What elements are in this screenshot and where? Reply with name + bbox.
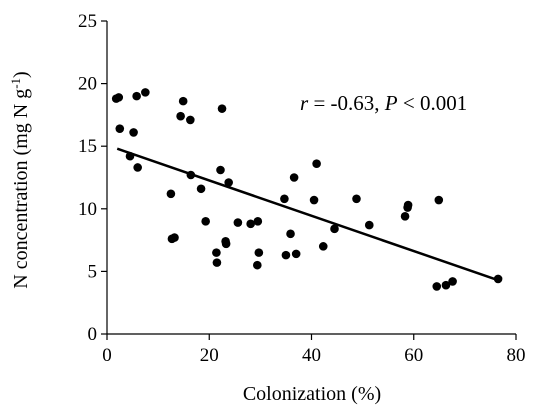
data-point: [233, 218, 243, 227]
data-point: [352, 194, 361, 204]
y-tick-label: 10: [78, 199, 97, 220]
x-axis-label: Colonization (%): [243, 383, 381, 405]
tick-labels: 0 5 10 15 20 25 0 20 40 60 80: [78, 11, 526, 366]
data-point: [291, 249, 301, 259]
data-point: [186, 170, 196, 180]
data-point: [217, 104, 227, 113]
x-tick-label: 0: [102, 345, 112, 366]
data-point: [186, 115, 195, 125]
data-point: [309, 195, 319, 205]
data-point: [212, 258, 222, 267]
data-point: [224, 178, 233, 187]
data-point: [166, 189, 176, 199]
x-tick-label: 20: [200, 345, 219, 366]
data-point: [246, 219, 255, 229]
data-point: [286, 229, 295, 239]
data-point: [133, 163, 142, 172]
data-point: [201, 217, 210, 226]
data-point: [253, 217, 263, 226]
data-point: [403, 200, 413, 210]
trend-line: [116, 147, 499, 282]
y-tick-label: 15: [78, 136, 97, 157]
data-point: [170, 233, 179, 242]
data-point: [364, 220, 374, 230]
correlation-annotation: r = -0.63, P < 0.001: [300, 91, 467, 115]
y-axis-label-superscript: -1: [8, 78, 23, 89]
data-point: [178, 96, 188, 106]
data-point: [318, 242, 328, 251]
data-point: [400, 212, 410, 221]
data-point: [115, 124, 125, 133]
y-axis-label: N concentration (mg N g-1): [8, 71, 33, 288]
data-point: [312, 159, 321, 169]
x-tick-label: 60: [404, 345, 423, 366]
r-symbol: r: [300, 91, 309, 115]
data-point: [221, 239, 231, 249]
p-symbol: P: [384, 91, 398, 115]
data-point: [441, 280, 451, 290]
data-point: [493, 274, 503, 284]
data-point: [448, 277, 457, 286]
data-point: [196, 184, 206, 194]
y-axis-label-close: ): [10, 71, 32, 78]
data-point: [289, 173, 299, 182]
data-point: [125, 151, 135, 161]
r-value-text: = -0.63,: [308, 91, 385, 115]
y-tick-label: 0: [88, 324, 98, 345]
data-point: [114, 93, 124, 102]
data-point: [129, 128, 138, 137]
data-point: [281, 250, 291, 260]
data-point: [330, 224, 339, 234]
data-point: [141, 88, 150, 97]
data-point: [280, 194, 289, 204]
data-point: [254, 248, 264, 257]
data-point: [432, 282, 442, 291]
x-tick-label: 40: [302, 345, 321, 366]
data-point: [434, 195, 444, 205]
data-point: [212, 248, 221, 257]
y-axis-label-main: N concentration (mg N g: [10, 89, 32, 289]
y-tick-label: 25: [78, 11, 97, 32]
x-tick-label: 80: [507, 345, 526, 366]
p-value-text: < 0.001: [398, 91, 468, 115]
y-tick-label: 20: [78, 74, 97, 95]
data-point: [132, 91, 141, 101]
tick-marks: [101, 20, 517, 340]
data-point: [176, 111, 185, 121]
y-tick-label: 5: [88, 261, 98, 282]
data-points: [111, 88, 503, 291]
data-point: [253, 260, 262, 270]
data-point: [216, 165, 225, 175]
